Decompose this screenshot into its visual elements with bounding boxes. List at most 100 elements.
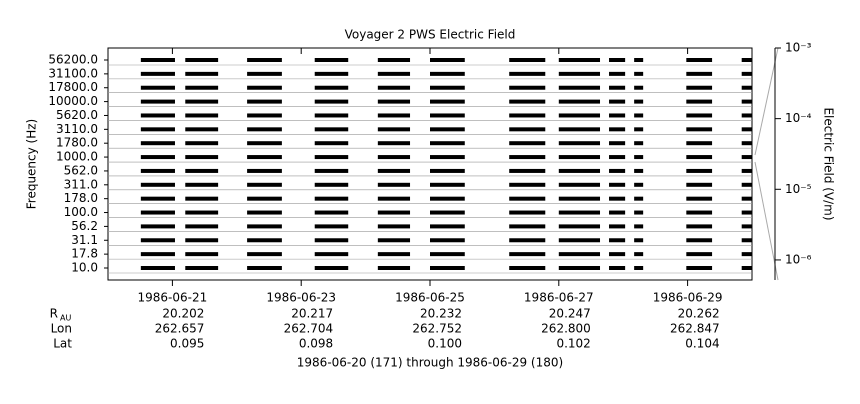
channel-segment [247,266,282,270]
channel-segment [609,210,626,215]
channel-segment [140,196,175,201]
channel-segment [430,238,465,243]
connector [754,47,779,156]
y-tick-label: 1000.0 [56,150,98,164]
channel-segment [377,196,411,201]
channel-segment [558,266,601,270]
channel-segment [686,182,713,187]
channel-segment [509,196,546,201]
channel-segment [558,168,601,173]
channel-segment [741,266,752,270]
y-tick-label: 1780.0 [56,136,98,150]
channel-segment [686,252,713,257]
y2-axis-label: Electric Field (V/m) [822,107,836,220]
channel-segment [741,196,752,201]
channel-segment [314,85,349,90]
channel-segment [634,196,644,201]
channel-segment [185,224,219,229]
channel-segment [741,113,752,118]
channel-segment [741,141,752,146]
channel-segment [509,252,546,257]
channel-segment [609,71,626,76]
channel-segment [430,113,465,118]
channel-segment [377,85,411,90]
channel-segment [140,127,175,132]
channel-segment [430,252,465,257]
channel-segment [430,210,465,215]
channel-segment [140,141,175,146]
channel-segment [634,71,644,76]
channel-segment [247,71,282,76]
channel-segment [609,141,626,146]
y-tick-label: 311.0 [64,177,98,191]
channel-segment [247,168,282,173]
channel-segment [247,127,282,132]
y-tick-label: 31.1 [71,233,98,247]
channel-segment [140,85,175,90]
ephemeris-label: Lat [53,337,72,351]
channel-segment [314,155,349,160]
channel-segment [609,182,626,187]
channel-segment [741,71,752,76]
channel-segment [741,238,752,243]
channel-segment [140,252,175,257]
channel-segment [509,224,546,229]
ephemeris-value: 20.217 [291,307,333,321]
channel-segment [741,85,752,90]
channel-segment [558,252,601,257]
channel-segment [185,71,219,76]
channel-segment [377,266,411,270]
channel-segment [247,210,282,215]
channel-segment [634,238,644,243]
channel-segment [247,58,282,62]
ephemeris-label: R [50,307,58,321]
channel-segment [509,71,546,76]
channel-segment [247,141,282,146]
y2-tick-label: 10⁻⁶ [785,252,812,266]
channel-segment [377,113,411,118]
ephemeris-subscript: AU [60,314,71,323]
channel-segment [741,182,752,187]
channel-segment [634,99,644,104]
channel-segment [634,113,644,118]
channel-segment [609,99,626,104]
channel-segment [634,252,644,257]
y-tick-label: 56.2 [71,219,98,233]
y-tick-label: 10.0 [71,261,98,275]
channel-segment [741,210,752,215]
channel-segment [377,58,411,62]
channel-segment [558,182,601,187]
channel-segment [377,224,411,229]
channel-segment [741,127,752,132]
channel-segment [185,210,219,215]
channel-segment [558,113,601,118]
channel-segment [185,168,219,173]
channel-segment [430,141,465,146]
channel-segment [509,85,546,90]
channel-segment [377,127,411,132]
channel-segment [634,58,644,62]
channel-segment [185,238,219,243]
channel-segment [185,141,219,146]
channel-segment [686,210,713,215]
channel-segment [377,155,411,160]
channel-segment [185,266,219,270]
channel-segment [140,210,175,215]
y-tick-label: 562.0 [64,163,98,177]
channel-segment [509,168,546,173]
channel-segment [314,238,349,243]
y2-tick-label: 10⁻⁵ [785,182,812,196]
connector [754,161,779,281]
channel-segment [634,224,644,229]
ephemeris-label: Lon [51,322,72,336]
x-tick-label: 1986-06-23 [266,291,336,305]
channel-segment [558,85,601,90]
channel-segment [377,252,411,257]
channel-segment [140,58,175,62]
channel-segment [509,155,546,160]
channel-segment [686,238,713,243]
channel-segment [509,141,546,146]
channel-segment [609,196,626,201]
y-tick-label: 17800.0 [48,80,98,94]
channel-segment [509,113,546,118]
